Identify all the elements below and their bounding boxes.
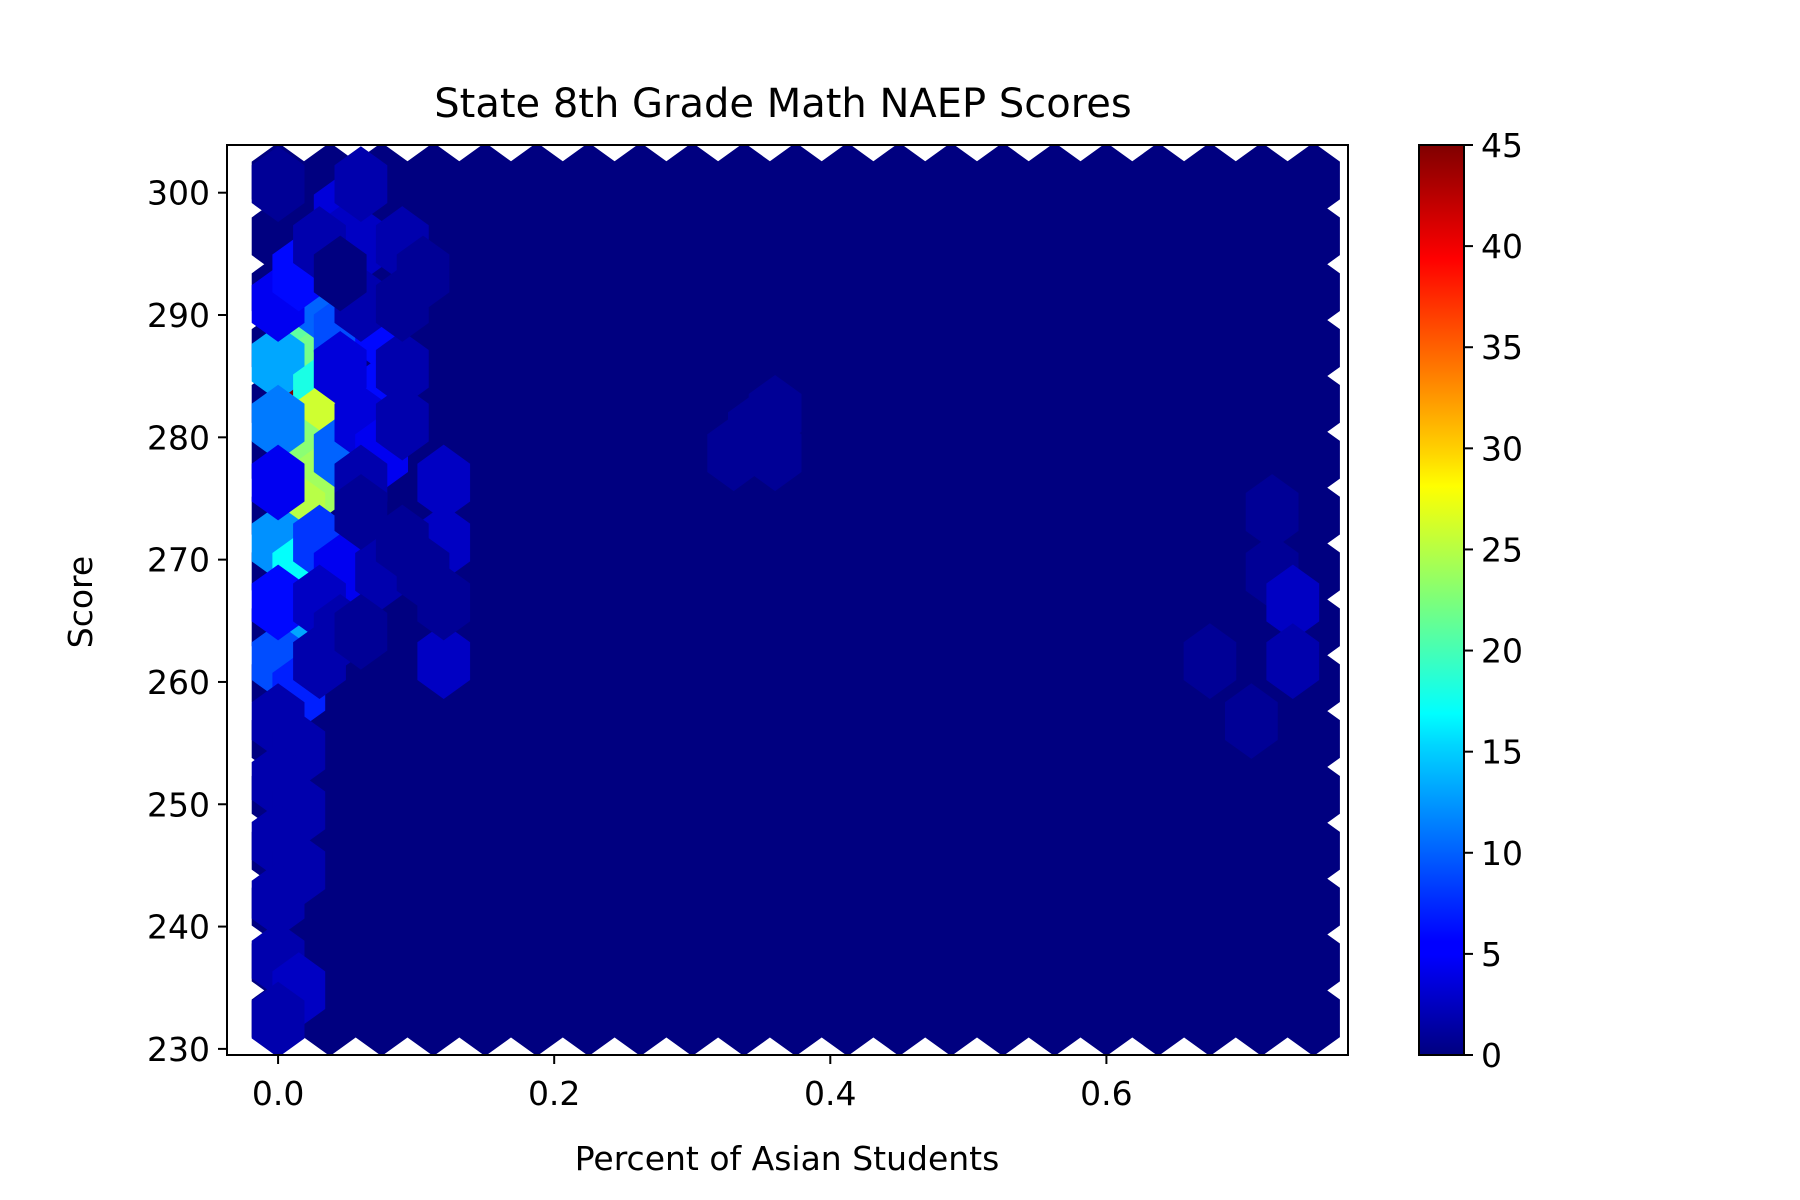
colorbar (1418, 144, 1465, 1056)
hex-cell (1261, 338, 1314, 414)
y-tick-label: 230 (147, 1030, 210, 1069)
hex-bin (334, 146, 388, 223)
colorbar-tick-label: 5 (1481, 935, 1502, 974)
hex-bin (313, 235, 367, 312)
y-tick-label: 250 (147, 785, 210, 824)
hex-bin (417, 623, 471, 700)
hex-cell (1261, 226, 1314, 303)
hex-bin (1183, 623, 1237, 700)
hex-bin (251, 981, 305, 1055)
x-tick-label: 0.0 (252, 1074, 304, 1113)
colorbar-tick-label: 45 (1481, 126, 1523, 165)
hex-bin (417, 564, 471, 641)
hex-bin (251, 146, 305, 223)
hex-cell (1261, 393, 1314, 470)
y-axis: 230 240 250 260 270 280 290 300 (147, 174, 227, 1069)
colorbar-tick-label: 25 (1481, 530, 1523, 569)
chart-title: State 8th Grade Math NAEP Scores (434, 81, 1132, 127)
colorbar-tick-label: 30 (1481, 429, 1523, 468)
x-tick-label: 0.2 (528, 1074, 580, 1113)
hex-bin (334, 593, 388, 670)
y-tick-label: 290 (147, 296, 210, 335)
hex-cell (1261, 282, 1314, 358)
hex-cell (1261, 896, 1314, 973)
hexbin-cells (251, 145, 1340, 1055)
y-tick-label: 240 (147, 908, 210, 947)
y-tick-label: 270 (147, 541, 210, 580)
colorbar-tick-label: 40 (1481, 227, 1523, 266)
hex-bin (375, 384, 429, 461)
hex-cell (1261, 784, 1314, 861)
hex-cell (1261, 170, 1314, 247)
y-tick-label: 280 (147, 418, 210, 457)
hex-bin (334, 474, 388, 550)
hex-bin (396, 235, 450, 312)
colorbar-tick-label: 20 (1481, 632, 1523, 671)
hex-bin (313, 330, 367, 407)
hex-bin (1225, 683, 1278, 759)
x-tick-label: 0.6 (1080, 1074, 1132, 1113)
colorbar-tick-label: 35 (1481, 328, 1523, 367)
hex-bin (748, 374, 802, 451)
colorbar-axis: 0 5 10 15 20 25 30 35 40 45 (1464, 126, 1523, 1075)
colorbar-tick-label: 0 (1481, 1036, 1502, 1075)
colorbar-tick-label: 15 (1481, 733, 1523, 772)
y-tick-label: 300 (147, 174, 210, 213)
plot-frame (226, 144, 1349, 1056)
colorbar-tick-label: 10 (1481, 834, 1523, 873)
y-tick-label: 260 (147, 663, 210, 702)
x-axis: 0.0 0.2 0.4 0.6 (252, 1055, 1133, 1113)
hex-bin (251, 444, 305, 521)
hex-cell (1261, 952, 1314, 1029)
hex-cell (1261, 840, 1314, 917)
y-axis-label: Score (61, 556, 100, 648)
x-tick-label: 0.4 (804, 1074, 856, 1113)
x-axis-label: Percent of Asian Students (575, 1139, 1000, 1178)
hex-bin (1266, 623, 1320, 700)
